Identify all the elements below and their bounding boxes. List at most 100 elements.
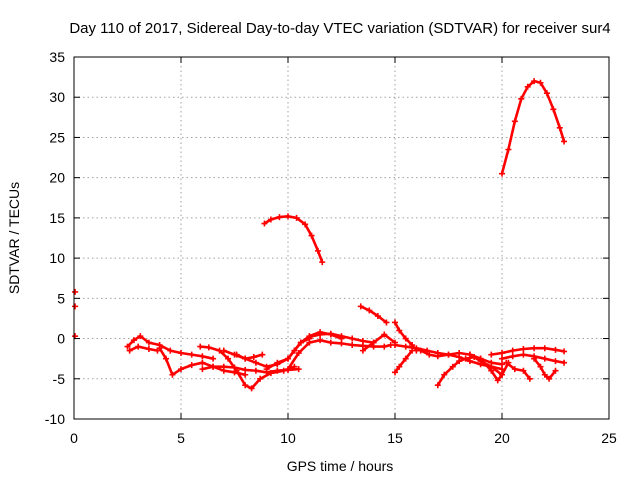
y-tick-label: 15 [49,210,65,226]
data-point [518,95,525,102]
series-arc-22 [503,359,533,382]
data-point [381,331,388,338]
data-point [188,362,195,369]
data-point [426,351,433,358]
data-point [552,346,559,353]
data-point [441,371,448,378]
data-point [205,344,212,351]
data-point [359,347,366,354]
data-point [188,351,195,358]
series-arc-20 [488,345,568,358]
data-point [169,371,176,378]
data-point [402,355,409,362]
data-point [556,124,563,131]
data-point [546,375,553,382]
series-line [128,345,159,352]
data-point [263,366,270,373]
series-line [158,346,247,377]
data-point [434,353,441,360]
data-point [357,303,364,310]
data-point [462,355,469,362]
isolated-data-point [72,288,79,295]
data-point [242,366,249,373]
data-point [499,361,505,368]
series-arc-12 [261,213,326,266]
y-tick-label: 35 [49,49,65,65]
data-point [319,259,326,266]
data-point [124,343,131,350]
data-point [167,347,174,354]
data-point [274,359,281,366]
axis-ticks: 0 5 10 15 20 25 -10 -5 0 5 10 15 20 25 30 35 [45,49,617,446]
data-point [210,363,217,370]
data-point [374,313,381,320]
data-point [197,343,204,350]
data-point [402,343,409,350]
y-tick-label: 0 [57,331,65,347]
x-axis-label: GPS time / hours [287,458,394,474]
data-point [199,359,206,366]
data-point [231,364,238,371]
data-point [550,106,557,113]
data-point [135,343,142,350]
x-tick-label: 20 [494,430,510,446]
data-point [338,333,345,340]
data-point [220,363,227,370]
data-point [541,355,548,362]
data-point [370,339,377,346]
data-point [293,214,300,221]
data-point [381,343,388,350]
data-point [392,369,398,376]
series-arc-1 [124,333,217,362]
data-point [225,355,232,362]
data-point [259,351,266,358]
data-point [541,371,548,378]
data-point [327,339,334,346]
data-point [199,366,206,373]
data-point [306,333,313,340]
data-point [250,354,257,361]
data-point [349,335,356,342]
data-point [456,350,463,357]
data-point [308,232,315,239]
y-tick-label: 25 [49,129,65,145]
data-point [561,359,568,366]
data-point [314,247,321,254]
data-point [137,333,144,340]
data-point [233,351,240,358]
data-point [552,358,559,365]
series-arc-2 [126,343,161,354]
series-line [126,334,215,361]
y-axis-label: SDTVAR / TECUs [6,182,22,294]
data-point [520,351,527,358]
data-point [552,367,559,374]
data-point [261,220,268,227]
data-point [541,345,548,352]
data-point [520,346,527,353]
data-point [302,221,309,228]
data-point [392,341,398,348]
data-point [306,339,313,346]
series-arc-9 [285,337,394,373]
data-point [156,345,163,352]
data-point [327,330,334,337]
data-point [297,339,304,346]
data-point [291,347,298,354]
data-point [561,138,568,145]
data-point [210,355,217,362]
data-point [509,347,516,354]
data-point [466,351,473,358]
data-point [543,90,550,97]
data-point [295,350,302,357]
data-point [199,353,206,360]
data-point [402,335,409,342]
data-point [417,347,424,354]
data-point [449,363,456,370]
data-point [285,213,291,220]
data-point [220,347,227,354]
x-tick-label: 10 [280,430,296,446]
data-point [499,355,505,362]
isolated-data-point [72,303,79,310]
